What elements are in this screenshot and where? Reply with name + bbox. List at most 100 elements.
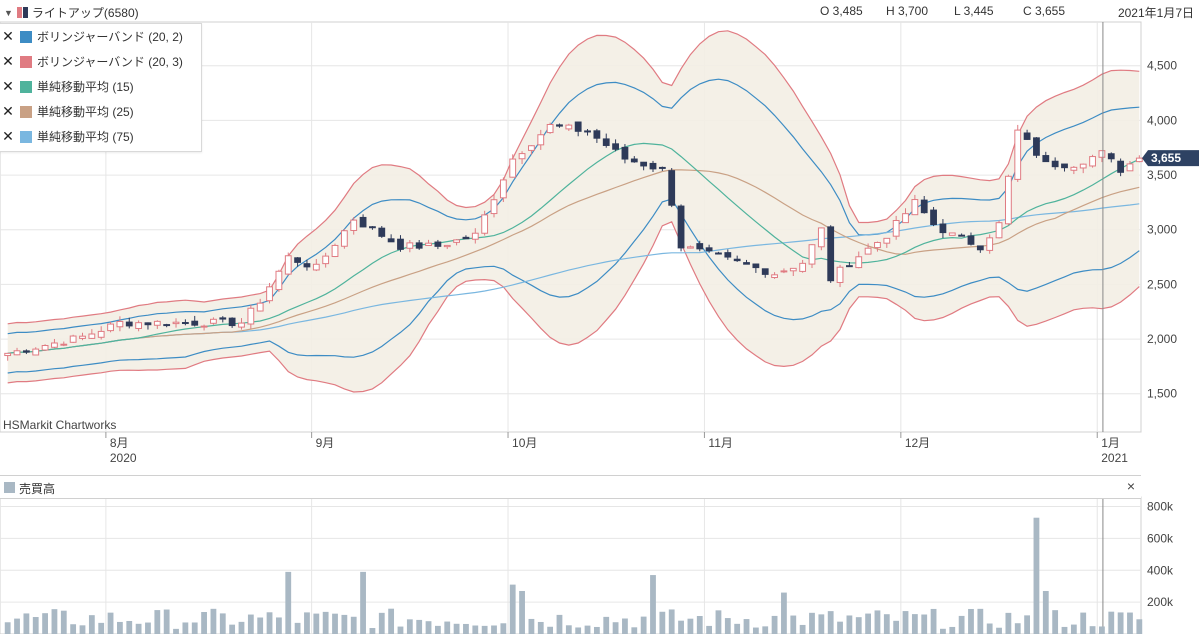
volume-bar [968, 608, 974, 634]
candle-body [724, 252, 732, 258]
volume-bar [977, 608, 984, 634]
candle-body [715, 252, 722, 255]
candle-body [88, 333, 96, 339]
month-label: 9月 [316, 436, 335, 450]
volume-bar [23, 613, 30, 634]
candle-body [1126, 163, 1134, 172]
close-panel-icon[interactable]: × [1126, 478, 1135, 494]
volume-bar [322, 611, 329, 634]
volume-bar [752, 627, 759, 634]
volume-bar [491, 625, 497, 634]
remove-indicator-icon[interactable]: ✕ [2, 78, 14, 94]
candle-body [696, 243, 704, 250]
candle-body [499, 179, 507, 199]
candle-body [1107, 153, 1115, 160]
sma-15-line [7, 142, 1140, 354]
candle-body [556, 124, 563, 127]
dropdown-caret-icon[interactable]: ▼ [4, 7, 13, 18]
volume-bar [500, 623, 507, 634]
volume-bar [1061, 626, 1068, 634]
price-tick-label: 3,500 [1147, 168, 1177, 182]
candle-body [415, 242, 423, 249]
remove-indicator-icon[interactable]: ✕ [2, 28, 14, 44]
volume-bar [145, 622, 151, 634]
volume-bar [846, 615, 853, 634]
volume-bar [32, 617, 39, 634]
volume-bar [332, 613, 338, 634]
candle-body [537, 134, 545, 146]
remove-indicator-icon[interactable]: ✕ [2, 103, 14, 119]
volume-panel [0, 496, 1142, 634]
volume-bar [1099, 626, 1105, 634]
legend-item-bb20-2: ✕ ボリンジャーバンド (20, 2) [0, 24, 201, 49]
volume-bar [135, 623, 142, 634]
month-label: 8月 [110, 436, 129, 450]
volume-bar [406, 619, 413, 634]
candle-body [181, 322, 189, 325]
volume-bar [855, 617, 862, 634]
candle-body [1117, 160, 1125, 173]
volume-bar [696, 616, 703, 634]
candle-body [125, 321, 133, 327]
volume-bar [603, 616, 610, 634]
volume-bar [883, 614, 890, 634]
year-label: 2021 [1101, 451, 1128, 465]
candle-body [574, 121, 582, 132]
volume-bar [425, 621, 432, 634]
volume-bar [341, 614, 348, 634]
volume-bar [949, 626, 956, 634]
volume-bar [734, 623, 741, 634]
legend-label: 単純移動平均 (75) [37, 130, 134, 144]
volume-bar [659, 611, 666, 634]
volume-bar [565, 625, 572, 634]
candle-body [817, 227, 825, 248]
candle-body [256, 302, 264, 312]
volume-bar [304, 612, 310, 634]
volume-bar [509, 584, 516, 634]
volume-bar [781, 592, 787, 634]
remove-indicator-icon[interactable]: ✕ [2, 53, 14, 69]
candle-body [986, 237, 994, 251]
candle-body [518, 153, 526, 160]
volume-bar [790, 615, 797, 634]
candle-body [958, 234, 966, 237]
volume-title: 売買高 [19, 482, 56, 496]
sma-25-line [7, 169, 1140, 354]
candle-body [490, 199, 498, 215]
volume-bar [762, 626, 769, 634]
volume-bar [706, 625, 713, 634]
volume-bar [210, 608, 217, 634]
volume-bar [1136, 619, 1143, 634]
volume-bar [70, 624, 77, 634]
volume-bar [126, 620, 133, 634]
legend-item-bb20-3: ✕ ボリンジャーバンド (20, 3) [0, 49, 201, 74]
volume-bar [678, 620, 684, 634]
open-value: O 3,485 [820, 4, 863, 18]
candle-body [1033, 137, 1040, 156]
volume-bar [874, 610, 881, 634]
symbol-selector[interactable]: ▼ ライトアップ(6580) [4, 4, 139, 21]
candle-body [640, 161, 648, 167]
candle-body [902, 213, 909, 224]
legend-swatch [20, 80, 32, 93]
candle-body [303, 263, 311, 268]
candle-body [808, 244, 816, 265]
month-label: 12月 [905, 436, 930, 450]
candle-body [116, 320, 124, 328]
candle-body [41, 345, 49, 351]
candle-body [930, 209, 937, 226]
header-bar: ▼ ライトアップ(6580) O 3,485 H 3,700 L 3,445 C… [0, 0, 1200, 22]
remove-indicator-icon[interactable]: ✕ [2, 128, 14, 144]
volume-bar [79, 625, 86, 634]
volume-bar [1052, 610, 1059, 634]
candle-body [612, 143, 619, 150]
volume-bar [472, 625, 479, 634]
candle-body [378, 227, 386, 237]
volume-bar [575, 627, 582, 634]
volume-tick-label: 800k [1147, 500, 1174, 514]
candle-body [1023, 132, 1031, 140]
candle-body [172, 321, 180, 325]
volume-bar [986, 623, 993, 634]
candle-body [733, 258, 741, 262]
candle-body [509, 158, 517, 178]
